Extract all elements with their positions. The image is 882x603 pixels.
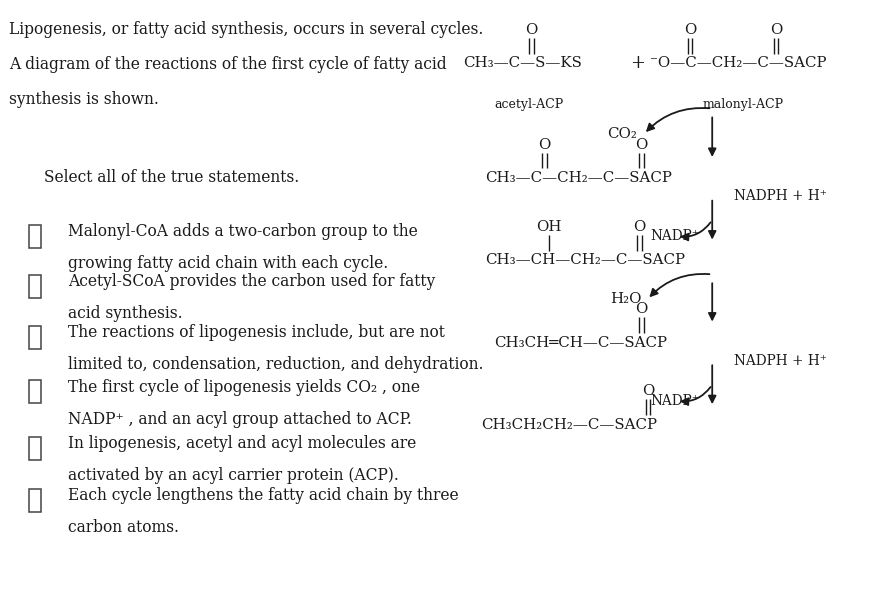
Text: OH: OH [536, 220, 562, 235]
Text: The reactions of lipogenesis include, but are not: The reactions of lipogenesis include, bu… [69, 324, 445, 341]
Text: O: O [635, 137, 648, 152]
Text: activated by an acyl carrier protein (ACP).: activated by an acyl carrier protein (AC… [69, 467, 400, 484]
Text: Lipogenesis, or fatty acid synthesis, occurs in several cycles.: Lipogenesis, or fatty acid synthesis, oc… [9, 21, 483, 38]
Bar [28, 326, 41, 349]
Bar [28, 489, 41, 512]
Text: carbon atoms.: carbon atoms. [69, 519, 179, 536]
Text: +: + [630, 54, 645, 72]
Text: Malonyl-CoA adds a two-carbon group to the: Malonyl-CoA adds a two-carbon group to t… [69, 223, 418, 240]
Text: ⁻O—C—CH₂—C—SACP: ⁻O—C—CH₂—C—SACP [651, 56, 827, 71]
Text: CH₃—C—S—KS: CH₃—C—S—KS [463, 56, 582, 71]
Text: Select all of the true statements.: Select all of the true statements. [44, 169, 299, 186]
Text: NADP⁺: NADP⁺ [650, 394, 699, 408]
Text: NADPH + H⁺: NADPH + H⁺ [735, 189, 827, 203]
Text: NADP⁺: NADP⁺ [650, 229, 699, 244]
Text: growing fatty acid chain with each cycle.: growing fatty acid chain with each cycle… [69, 255, 389, 272]
Text: CO₂: CO₂ [608, 127, 637, 141]
Text: synthesis is shown.: synthesis is shown. [9, 91, 159, 108]
Text: A diagram of the reactions of the first cycle of fatty acid: A diagram of the reactions of the first … [9, 56, 446, 73]
Text: H₂O: H₂O [610, 292, 642, 306]
Text: NADPH + H⁺: NADPH + H⁺ [735, 353, 827, 368]
Text: O: O [684, 23, 697, 37]
Text: In lipogenesis, acetyl and acyl molecules are: In lipogenesis, acetyl and acyl molecule… [69, 435, 416, 452]
Text: O: O [635, 302, 648, 317]
Text: CH₃—C—CH₂—C—SACP: CH₃—C—CH₂—C—SACP [485, 171, 672, 185]
Text: Each cycle lengthens the fatty acid chain by three: Each cycle lengthens the fatty acid chai… [69, 487, 459, 504]
Bar [28, 437, 41, 460]
Text: acid synthesis.: acid synthesis. [69, 305, 183, 322]
Text: O: O [633, 220, 646, 235]
Text: Acetyl-SCoA provides the carbon used for fatty: Acetyl-SCoA provides the carbon used for… [69, 273, 436, 290]
Text: O: O [525, 23, 538, 37]
Bar [28, 275, 41, 298]
Text: O: O [538, 137, 551, 152]
Bar [28, 380, 41, 403]
Text: CH₃CH₂CH₂—C—SACP: CH₃CH₂CH₂—C—SACP [481, 417, 657, 432]
Text: limited to, condensation, reduction, and dehydration.: limited to, condensation, reduction, and… [69, 356, 484, 373]
Text: O: O [770, 23, 782, 37]
Text: CH₃—CH—CH₂—C—SACP: CH₃—CH—CH₂—C—SACP [485, 253, 685, 268]
Text: malonyl-ACP: malonyl-ACP [703, 98, 783, 111]
Text: The first cycle of lipogenesis yields CO₂ , one: The first cycle of lipogenesis yields CO… [69, 379, 421, 396]
Text: O: O [642, 384, 654, 399]
Text: acetyl-ACP: acetyl-ACP [495, 98, 564, 111]
Text: NADP⁺ , and an acyl group attached to ACP.: NADP⁺ , and an acyl group attached to AC… [69, 411, 412, 428]
Text: CH₃CH═CH—C—SACP: CH₃CH═CH—C—SACP [494, 335, 667, 350]
Bar [28, 225, 41, 248]
